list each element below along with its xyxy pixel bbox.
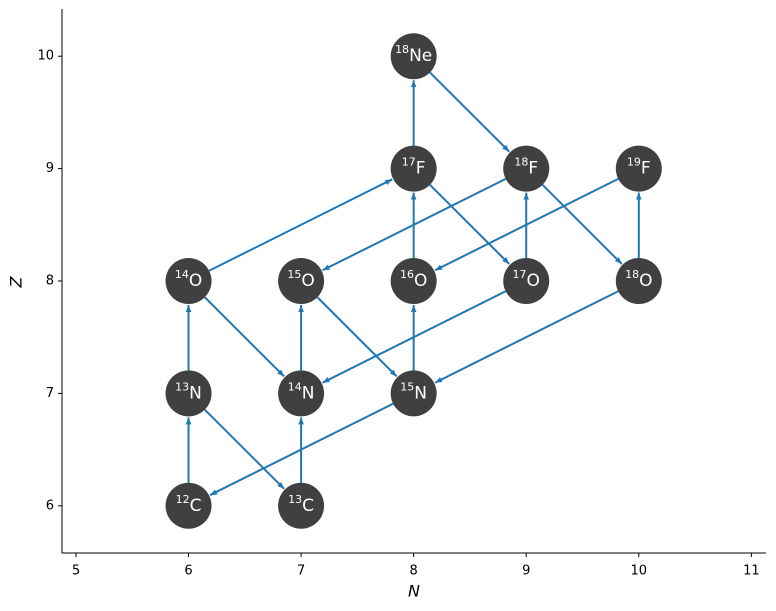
node — [165, 370, 212, 417]
x-tick-label: 7 — [297, 564, 305, 579]
element: C — [302, 496, 314, 516]
element: C — [190, 496, 202, 516]
node — [390, 258, 437, 304]
x-tick-label: 11 — [743, 564, 760, 579]
node-label: 19F — [627, 156, 651, 179]
mass-number: 17 — [513, 268, 527, 281]
node-label: 17O — [513, 268, 540, 291]
node — [390, 145, 437, 192]
node-label: 14N — [288, 380, 315, 403]
mass-number: 13 — [288, 493, 302, 506]
edge — [429, 71, 510, 153]
element: F — [641, 159, 651, 179]
node — [390, 33, 437, 80]
node — [165, 258, 212, 304]
mass-number: 15 — [287, 268, 301, 281]
node-label: 14O — [175, 268, 202, 291]
node-label: 15O — [287, 268, 314, 291]
edge — [434, 290, 619, 384]
mass-number: 16 — [400, 268, 414, 281]
x-tick-label: 5 — [72, 564, 80, 579]
mass-number: 17 — [402, 156, 416, 169]
mass-number: 18 — [514, 156, 528, 169]
edge — [322, 290, 507, 384]
node — [503, 258, 550, 304]
node-label: 13C — [288, 493, 314, 516]
node-label: 18F — [514, 156, 538, 179]
element: N — [414, 383, 427, 403]
element: O — [639, 271, 652, 291]
mass-number: 18 — [625, 268, 639, 281]
edge — [208, 178, 393, 272]
node-label: 13N — [175, 380, 202, 403]
node — [390, 370, 437, 417]
edge — [322, 177, 507, 272]
edge — [541, 184, 623, 265]
y-tick-label: 8 — [46, 274, 54, 289]
y-tick-label: 10 — [37, 49, 54, 64]
mass-number: 19 — [627, 156, 641, 169]
node — [278, 258, 325, 304]
element: O — [301, 271, 314, 291]
node — [615, 258, 662, 304]
element: O — [414, 271, 427, 291]
x-tick-label: 6 — [184, 564, 192, 579]
node — [503, 145, 550, 192]
element: F — [528, 159, 538, 179]
node-label: 16O — [400, 268, 427, 291]
mass-number: 14 — [175, 268, 189, 281]
element: N — [302, 383, 315, 403]
node-label: 18Ne — [395, 43, 432, 66]
mass-number: 13 — [175, 380, 189, 393]
element: O — [189, 271, 202, 291]
mass-number: 12 — [176, 493, 190, 506]
node-label: 12C — [176, 493, 202, 516]
element: O — [527, 271, 540, 291]
edge — [316, 296, 398, 378]
mass-number: 15 — [400, 380, 414, 393]
node-label: 15N — [400, 380, 427, 403]
edge — [204, 296, 285, 378]
edge — [434, 177, 619, 272]
mass-number: 14 — [288, 380, 302, 393]
node — [165, 482, 212, 529]
y-tick-label: 9 — [46, 161, 54, 176]
node — [615, 145, 662, 192]
mass-number: 18 — [395, 43, 409, 56]
node-label: 18O — [625, 268, 652, 291]
edge — [429, 184, 510, 265]
y-tick-label: 7 — [46, 386, 54, 401]
y-tick-label: 6 — [46, 498, 54, 513]
edges — [185, 71, 642, 496]
element: F — [416, 159, 426, 179]
x-tick-label: 10 — [631, 564, 648, 579]
edge — [204, 408, 285, 490]
node-label: 17F — [402, 156, 426, 179]
node — [278, 482, 325, 529]
y-axis-label: Z — [7, 275, 26, 288]
element: Ne — [409, 46, 432, 66]
edge — [209, 402, 394, 496]
x-axis-label: N — [408, 582, 420, 601]
node — [278, 370, 325, 417]
element: N — [189, 383, 202, 403]
x-tick-label: 8 — [410, 564, 418, 579]
x-tick-label: 9 — [522, 564, 530, 579]
